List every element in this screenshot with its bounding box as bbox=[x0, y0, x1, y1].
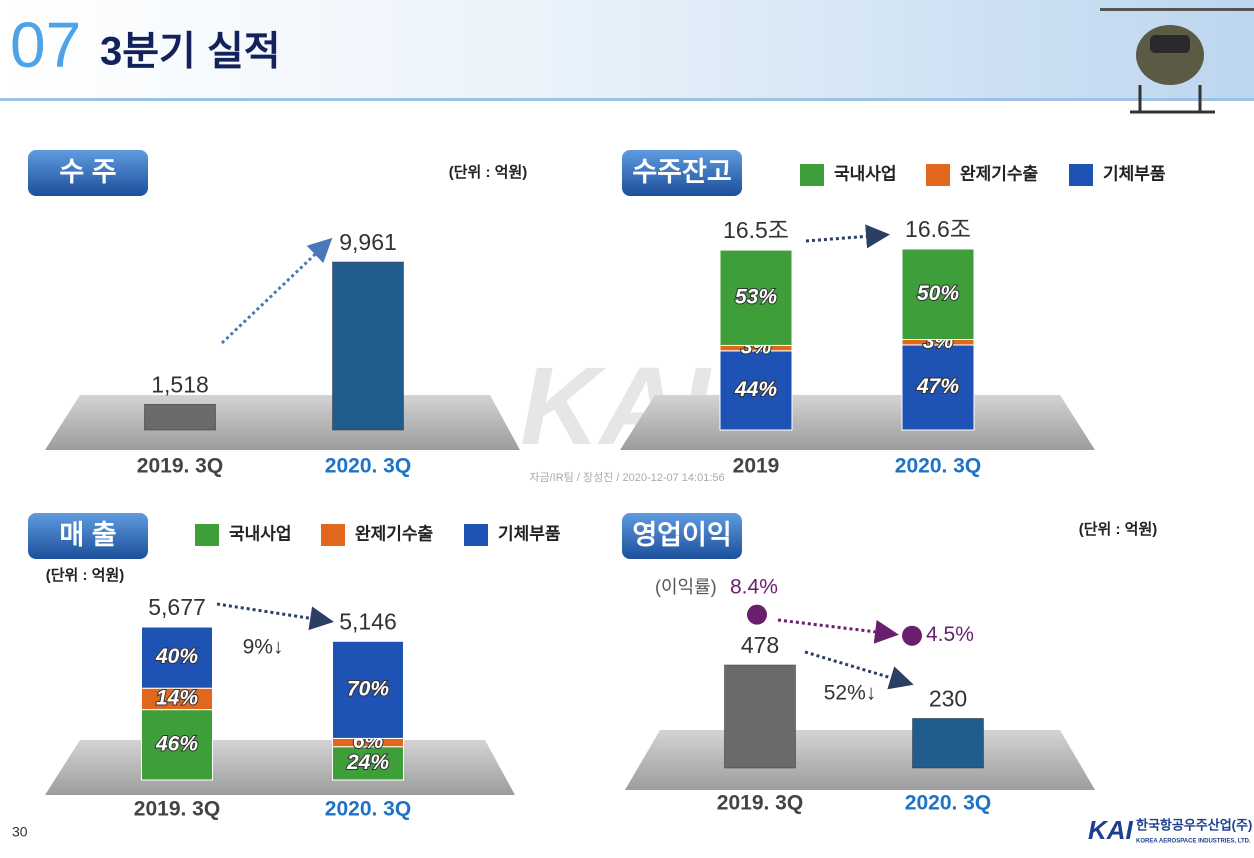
header-rule bbox=[0, 98, 1254, 101]
x-tick-label: 2019. 3Q bbox=[137, 455, 223, 478]
slide-title: 3분기 실적 bbox=[100, 30, 281, 74]
segment-label: 53% bbox=[735, 285, 777, 308]
floor bbox=[625, 730, 1095, 790]
legend-swatch bbox=[195, 524, 219, 546]
total-label: 16.6조 bbox=[905, 216, 971, 242]
x-tick-label: 2020. 3Q bbox=[905, 792, 991, 815]
bar-segment bbox=[719, 249, 793, 346]
value-label: 9,961 bbox=[339, 229, 397, 255]
segment-label: 70% bbox=[347, 677, 389, 700]
footer-english: KOREA AEROSPACE INDUSTRIES, LTD. bbox=[1136, 839, 1251, 845]
x-tick-label: 2019 bbox=[733, 455, 780, 478]
margin-dot bbox=[747, 604, 767, 625]
bar-segment bbox=[332, 640, 404, 739]
bar-segment bbox=[141, 709, 213, 781]
legend-swatch bbox=[321, 524, 345, 546]
margin-dot bbox=[902, 625, 922, 646]
legend-swatch bbox=[464, 524, 488, 546]
watermark-text: 자금/IR팀 / 장성진 / 2020-12-07 14:01:56 bbox=[529, 471, 724, 484]
margin-label: 4.5% bbox=[926, 623, 974, 646]
bar-segment bbox=[901, 248, 975, 340]
segment-label: 44% bbox=[734, 378, 777, 401]
change-label: 52%↓ bbox=[824, 682, 877, 705]
trend-arrow bbox=[216, 602, 334, 631]
total-label: 5,677 bbox=[148, 594, 206, 620]
segment-label: 50% bbox=[917, 282, 959, 305]
chart-title: 매 출 bbox=[59, 520, 116, 550]
trend-arrow bbox=[220, 237, 333, 345]
segment-label: 24% bbox=[346, 751, 389, 774]
legend-label: 국내사업 bbox=[834, 164, 897, 183]
change-label: 9%↓ bbox=[243, 636, 284, 659]
segment-label: 14% bbox=[156, 686, 198, 709]
margin-caption: (이익률) bbox=[655, 577, 717, 597]
total-label: 16.5조 bbox=[723, 217, 789, 243]
segment-label: 47% bbox=[916, 375, 959, 398]
total-label: 5,146 bbox=[339, 608, 397, 634]
legend-label: 기체부품 bbox=[498, 524, 561, 543]
floor bbox=[45, 740, 515, 795]
legend-swatch bbox=[1069, 164, 1093, 186]
title-badge bbox=[622, 150, 742, 196]
header-band bbox=[0, 0, 1254, 100]
footer-mark: KAI bbox=[1088, 815, 1134, 845]
margin-arrow bbox=[777, 618, 899, 644]
legend-swatch bbox=[926, 164, 950, 186]
bar bbox=[724, 664, 796, 769]
helicopter bbox=[1100, 8, 1254, 114]
page-number: 30 bbox=[12, 824, 28, 840]
value-label: 230 bbox=[929, 686, 967, 712]
x-tick-label: 2020. 3Q bbox=[325, 455, 411, 478]
bar bbox=[144, 404, 216, 431]
legend-label: 완제기수출 bbox=[355, 524, 434, 543]
unit-label: (단위 : 억원) bbox=[1079, 520, 1158, 538]
unit-label: (단위 : 억원) bbox=[449, 163, 528, 181]
x-tick-label: 2020. 3Q bbox=[895, 455, 981, 478]
bar-segment bbox=[719, 350, 793, 431]
segment-label: 46% bbox=[155, 732, 198, 755]
segment-label: 40% bbox=[155, 645, 198, 668]
chart-title: 수주잔고 bbox=[632, 157, 731, 187]
unit-label: (단위 : 억원) bbox=[46, 566, 125, 584]
legend-label: 기체부품 bbox=[1103, 164, 1166, 183]
floor bbox=[45, 395, 520, 450]
bar bbox=[332, 261, 404, 431]
bar-segment bbox=[141, 626, 213, 689]
bar bbox=[912, 718, 984, 769]
x-tick-label: 2019. 3Q bbox=[134, 798, 220, 821]
title-badge bbox=[622, 513, 742, 559]
value-label: 478 bbox=[741, 632, 779, 658]
chart-title: 수 주 bbox=[59, 157, 116, 187]
legend-label: 국내사업 bbox=[229, 524, 292, 543]
value-label: 1,518 bbox=[151, 371, 209, 397]
x-tick-label: 2020. 3Q bbox=[325, 798, 411, 821]
trend-arrow bbox=[804, 650, 914, 690]
chart-title: 영업이익 bbox=[632, 520, 731, 550]
floor bbox=[620, 395, 1095, 450]
title-badge bbox=[28, 513, 148, 559]
legend-swatch bbox=[800, 164, 824, 186]
x-tick-label: 2019. 3Q bbox=[717, 792, 803, 815]
section-number: 07 bbox=[10, 9, 81, 81]
bar-segment bbox=[901, 344, 975, 431]
footer-company: 한국항공우주산업(주) bbox=[1136, 817, 1252, 832]
margin-label: 8.4% bbox=[730, 576, 778, 599]
trend-arrow bbox=[805, 224, 890, 249]
title-badge bbox=[28, 150, 148, 196]
legend-label: 완제기수출 bbox=[960, 164, 1039, 183]
